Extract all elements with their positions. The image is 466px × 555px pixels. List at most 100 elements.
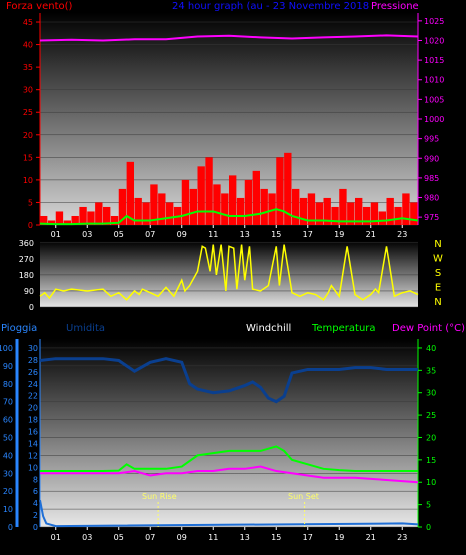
- humidity-axis-label: 28: [28, 356, 38, 365]
- hour-label: 13: [240, 230, 250, 239]
- wind-tick-label: 5: [28, 198, 33, 207]
- hour-label: 05: [114, 230, 124, 239]
- temp-tick-label: 10: [426, 478, 436, 487]
- wind-bar: [166, 202, 174, 225]
- wind-bar: [331, 206, 339, 225]
- direction-tick-label: 360: [19, 239, 34, 248]
- wind-bar: [181, 179, 190, 225]
- humidity-axis-label: 24: [28, 380, 38, 389]
- humidity-tick-label: 50: [3, 433, 13, 442]
- dewpoint-line: [40, 465, 419, 484]
- rain-axis-title: Pioggia: [1, 323, 37, 334]
- pressure-axis-title: Pressione: [371, 1, 419, 12]
- wind-tick-label: 30: [23, 86, 33, 95]
- wind-tick-label: 0: [28, 221, 33, 230]
- wind-bar: [142, 202, 150, 225]
- pressure-tick-label: 980: [424, 194, 439, 203]
- wind-tick-label: 15: [23, 153, 33, 162]
- pressure-tick-label: 995: [424, 135, 439, 144]
- wind-bar: [103, 206, 111, 225]
- humidity-axis-label: 30: [28, 344, 38, 353]
- wind-bar: [276, 157, 284, 225]
- hour-label: 19: [334, 230, 344, 239]
- dewpoint-legend: Dew Point (°C): [392, 323, 465, 334]
- wind-bar: [118, 188, 127, 225]
- humidity-axis-label: 22: [28, 392, 38, 401]
- direction-tick-label: 90: [24, 287, 34, 296]
- pressure-tick-label: 975: [424, 213, 439, 222]
- humidity-axis-label: 20: [28, 404, 38, 413]
- hour-label: 23: [397, 533, 407, 542]
- wind-bar: [205, 157, 213, 225]
- direction-tick-label: 0: [29, 303, 34, 312]
- graph-title: 24 hour graph (au - 23 Novembre 2018: [172, 1, 369, 12]
- temp-tick-label: 15: [426, 456, 436, 465]
- temp-tick-label: 40: [426, 344, 436, 353]
- humidity-axis-label: 8: [33, 475, 38, 484]
- hour-label: 17: [303, 230, 313, 239]
- wind-bar: [71, 215, 79, 225]
- direction-tick-label: 180: [19, 271, 34, 280]
- direction-letter: E: [435, 283, 441, 294]
- wind-bar: [87, 211, 95, 225]
- hour-label: 11: [208, 230, 218, 239]
- hour-label: 09: [177, 533, 187, 542]
- wind-tick-label: 10: [23, 176, 33, 185]
- hour-label: 01: [51, 230, 61, 239]
- pressure-tick-label: 985: [424, 174, 439, 183]
- hour-label: 15: [271, 533, 281, 542]
- gust-line: [39, 208, 419, 226]
- wind-bar: [268, 193, 276, 225]
- direction-line: [39, 244, 419, 301]
- direction-letter: W: [433, 254, 443, 265]
- hour-label: 19: [334, 533, 344, 542]
- humidity-tick-label: 60: [3, 416, 13, 425]
- wind-bar: [40, 215, 48, 225]
- wind-bar: [150, 184, 158, 225]
- temp-tick-label: 20: [426, 433, 436, 442]
- wind-bar: [126, 161, 134, 225]
- hour-label: 07: [145, 533, 155, 542]
- humidity-axis-label: 12: [28, 451, 38, 460]
- humidity-axis-label: 14: [28, 439, 38, 448]
- humidity-axis-label: 26: [28, 368, 38, 377]
- wind-tick-label: 35: [23, 63, 33, 72]
- wind-bar: [189, 188, 197, 225]
- humidity-axis-label: 18: [28, 416, 38, 425]
- direction-letter: N: [434, 239, 441, 250]
- rain-line: [39, 499, 419, 528]
- wind-bar: [63, 220, 71, 225]
- wind-bar: [410, 202, 418, 225]
- hour-label: 05: [114, 533, 124, 542]
- wind-bar: [386, 197, 394, 225]
- hour-label: 13: [240, 533, 250, 542]
- wind-tick-label: 40: [23, 41, 33, 50]
- hour-label: 15: [271, 230, 281, 239]
- wind-tick-label: 25: [23, 108, 33, 117]
- hour-label: 09: [177, 230, 187, 239]
- temperature-line: [40, 445, 418, 473]
- hour-label: 23: [397, 230, 407, 239]
- pressure-tick-label: 1025: [424, 17, 444, 26]
- wind-bar: [315, 202, 323, 225]
- humidity-axis-label: 4: [33, 499, 38, 508]
- humidity-tick-label: 30: [3, 469, 13, 478]
- wind-bar: [307, 193, 316, 225]
- wind-bar: [394, 206, 402, 225]
- pressure-line: [39, 34, 419, 42]
- direction-tick-label: 270: [19, 255, 34, 264]
- wind-bar: [55, 211, 64, 225]
- wind-bar: [260, 188, 268, 225]
- humidity-tick-label: 10: [3, 505, 13, 514]
- humidity-axis-title: Umidita: [66, 323, 105, 334]
- hour-label: 11: [208, 533, 218, 542]
- sunrise-label: Sun Rise: [142, 492, 177, 501]
- humidity-tick-label: 40: [3, 451, 13, 460]
- pressure-tick-label: 1020: [424, 36, 444, 45]
- humidity-axis-label: 0: [33, 523, 38, 532]
- pressure-tick-label: 1000: [424, 115, 444, 124]
- pressure-tick-label: 1015: [424, 56, 444, 65]
- pressure-tick-label: 1010: [424, 76, 444, 85]
